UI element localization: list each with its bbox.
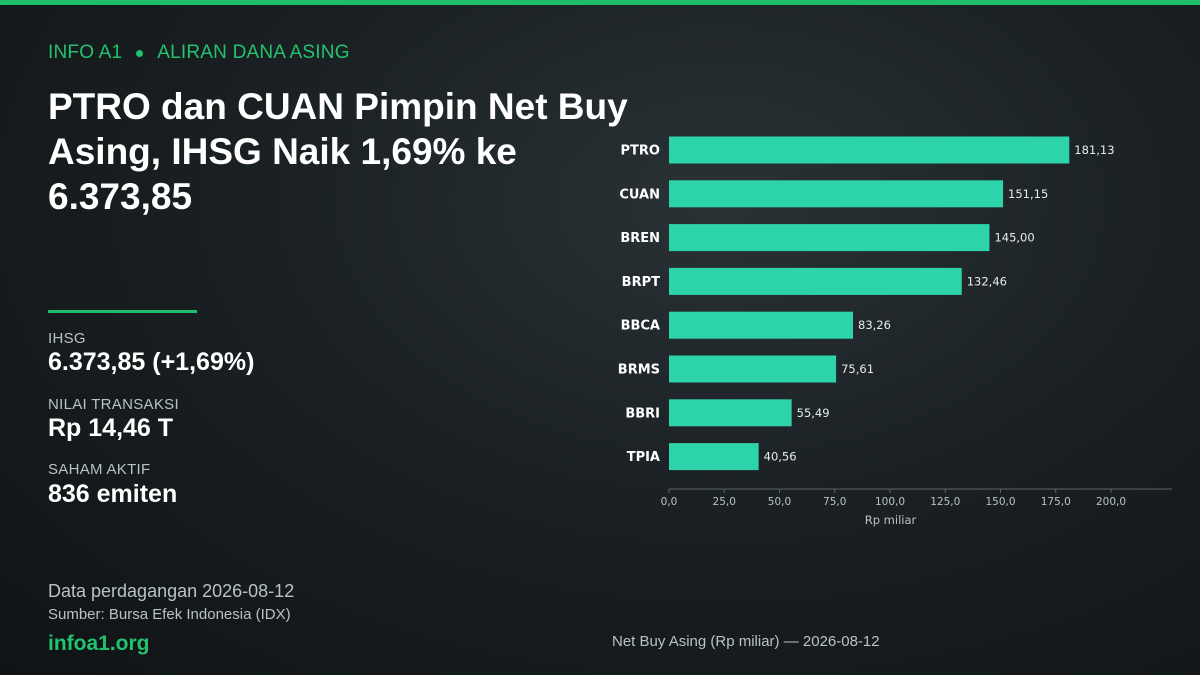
x-tick-label: 150,0 — [985, 496, 1015, 508]
net-buy-bar-chart: PTRO 181,13 CUAN 151,15 BREN 145,00 BRPT 132,46… — [618, 136, 1172, 527]
bar-cuan — [669, 180, 1004, 208]
bar-bren — [669, 224, 990, 252]
category-label-cuan: CUAN — [619, 187, 660, 202]
bullet-dot-icon — [136, 49, 144, 57]
x-tick-label: 50,0 — [768, 496, 791, 508]
value-label-bbri: 55,49 — [797, 406, 830, 420]
category-label-bbca: BBCA — [621, 319, 660, 334]
stat-value-transaction: Rp 14,46 T — [48, 414, 174, 442]
stat-value-active: 836 emiten — [48, 480, 178, 508]
bar-bbri — [669, 399, 792, 427]
bar-brms — [669, 355, 837, 383]
x-tick-label: 175,0 — [1041, 496, 1071, 508]
section-kicker: ALIRAN DANA ASING — [157, 42, 350, 63]
x-tick-label: 75,0 — [823, 496, 846, 508]
category-label-brpt: BRPT — [622, 275, 660, 290]
stat-label-ihsg: IHSG — [48, 330, 86, 347]
stat-label-active: SAHAM AKTIF — [48, 461, 151, 478]
value-label-bren: 145,00 — [994, 231, 1034, 245]
x-tick-label: 125,0 — [930, 496, 960, 508]
divider-rule — [48, 310, 197, 313]
stat-label-transaction: NILAI TRANSAKSI — [48, 396, 179, 413]
value-label-cuan: 151,15 — [1008, 187, 1048, 201]
x-tick-label: 100,0 — [875, 496, 905, 508]
source-note: Sumber: Bursa Efek Indonesia (IDX) — [48, 606, 291, 623]
bar-bbca — [669, 311, 854, 339]
x-tick-label: 25,0 — [713, 496, 736, 508]
stat-value-ihsg: 6.373,85 (+1,69%) — [48, 348, 255, 376]
headline: PTRO dan CUAN Pimpin Net Buy Asing, IHSG… — [48, 86, 628, 217]
chart-caption: Net Buy Asing (Rp miliar) — 2026-08-12 — [612, 633, 880, 650]
value-label-brms: 75,61 — [841, 362, 874, 376]
value-label-bbca: 83,26 — [858, 318, 891, 332]
trading-date-note: Data perdagangan 2026-08-12 — [48, 581, 295, 601]
x-axis-title: Rp miliar — [865, 513, 917, 527]
x-tick-label: 200,0 — [1096, 496, 1126, 508]
category-label-bbri: BBRI — [625, 406, 660, 421]
category-label-ptro: PTRO — [621, 144, 660, 159]
bar-ptro — [669, 136, 1070, 164]
value-label-tpia: 40,56 — [764, 450, 797, 464]
top-accent-bar — [0, 0, 1200, 5]
brand-kicker: INFO A1 — [48, 42, 123, 63]
bar-brpt — [669, 267, 962, 295]
site-brand: infoa1.org — [48, 632, 150, 655]
category-label-brms: BRMS — [618, 363, 660, 378]
bar-tpia — [669, 443, 759, 471]
value-label-brpt: 132,46 — [967, 274, 1007, 288]
category-label-bren: BREN — [620, 231, 660, 246]
x-tick-label: 0,0 — [661, 496, 678, 508]
category-label-tpia: TPIA — [627, 450, 660, 465]
value-label-ptro: 181,13 — [1074, 143, 1114, 157]
kicker: INFO A1 ALIRAN DANA ASING — [48, 42, 350, 64]
